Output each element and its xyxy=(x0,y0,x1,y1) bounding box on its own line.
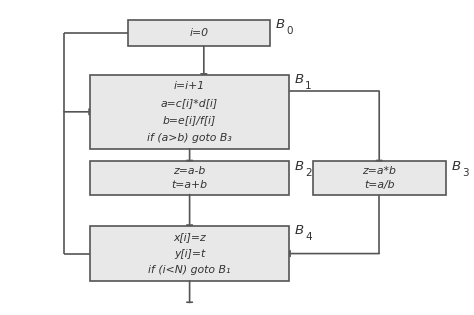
FancyBboxPatch shape xyxy=(90,161,289,194)
Text: 3: 3 xyxy=(462,168,468,178)
Text: t=a/b: t=a/b xyxy=(364,180,394,190)
FancyBboxPatch shape xyxy=(90,226,289,281)
Text: x[i]=z: x[i]=z xyxy=(173,232,206,242)
Text: i=0: i=0 xyxy=(190,28,209,38)
Text: B: B xyxy=(295,160,304,173)
Text: 4: 4 xyxy=(305,232,312,242)
Text: if (a>b) goto B₃: if (a>b) goto B₃ xyxy=(147,133,232,143)
Text: B: B xyxy=(276,18,285,31)
Text: B: B xyxy=(295,224,304,238)
Text: a=c[i]*d[i]: a=c[i]*d[i] xyxy=(161,98,218,108)
FancyBboxPatch shape xyxy=(128,20,270,46)
Text: 2: 2 xyxy=(305,168,312,178)
Text: if (i<N) goto B₁: if (i<N) goto B₁ xyxy=(148,265,231,275)
Text: z=a*b: z=a*b xyxy=(362,166,396,176)
Text: i=i+1: i=i+1 xyxy=(174,81,205,91)
Text: 1: 1 xyxy=(305,81,312,91)
FancyBboxPatch shape xyxy=(313,161,446,194)
Text: t=a+b: t=a+b xyxy=(172,180,208,190)
Text: 0: 0 xyxy=(286,26,293,36)
Text: z=a-b: z=a-b xyxy=(173,166,206,176)
Text: b=e[i]/f[i]: b=e[i]/f[i] xyxy=(163,115,216,125)
Text: y[i]=t: y[i]=t xyxy=(174,249,205,259)
Text: B: B xyxy=(451,160,460,173)
Text: B: B xyxy=(295,73,304,86)
FancyBboxPatch shape xyxy=(90,75,289,149)
